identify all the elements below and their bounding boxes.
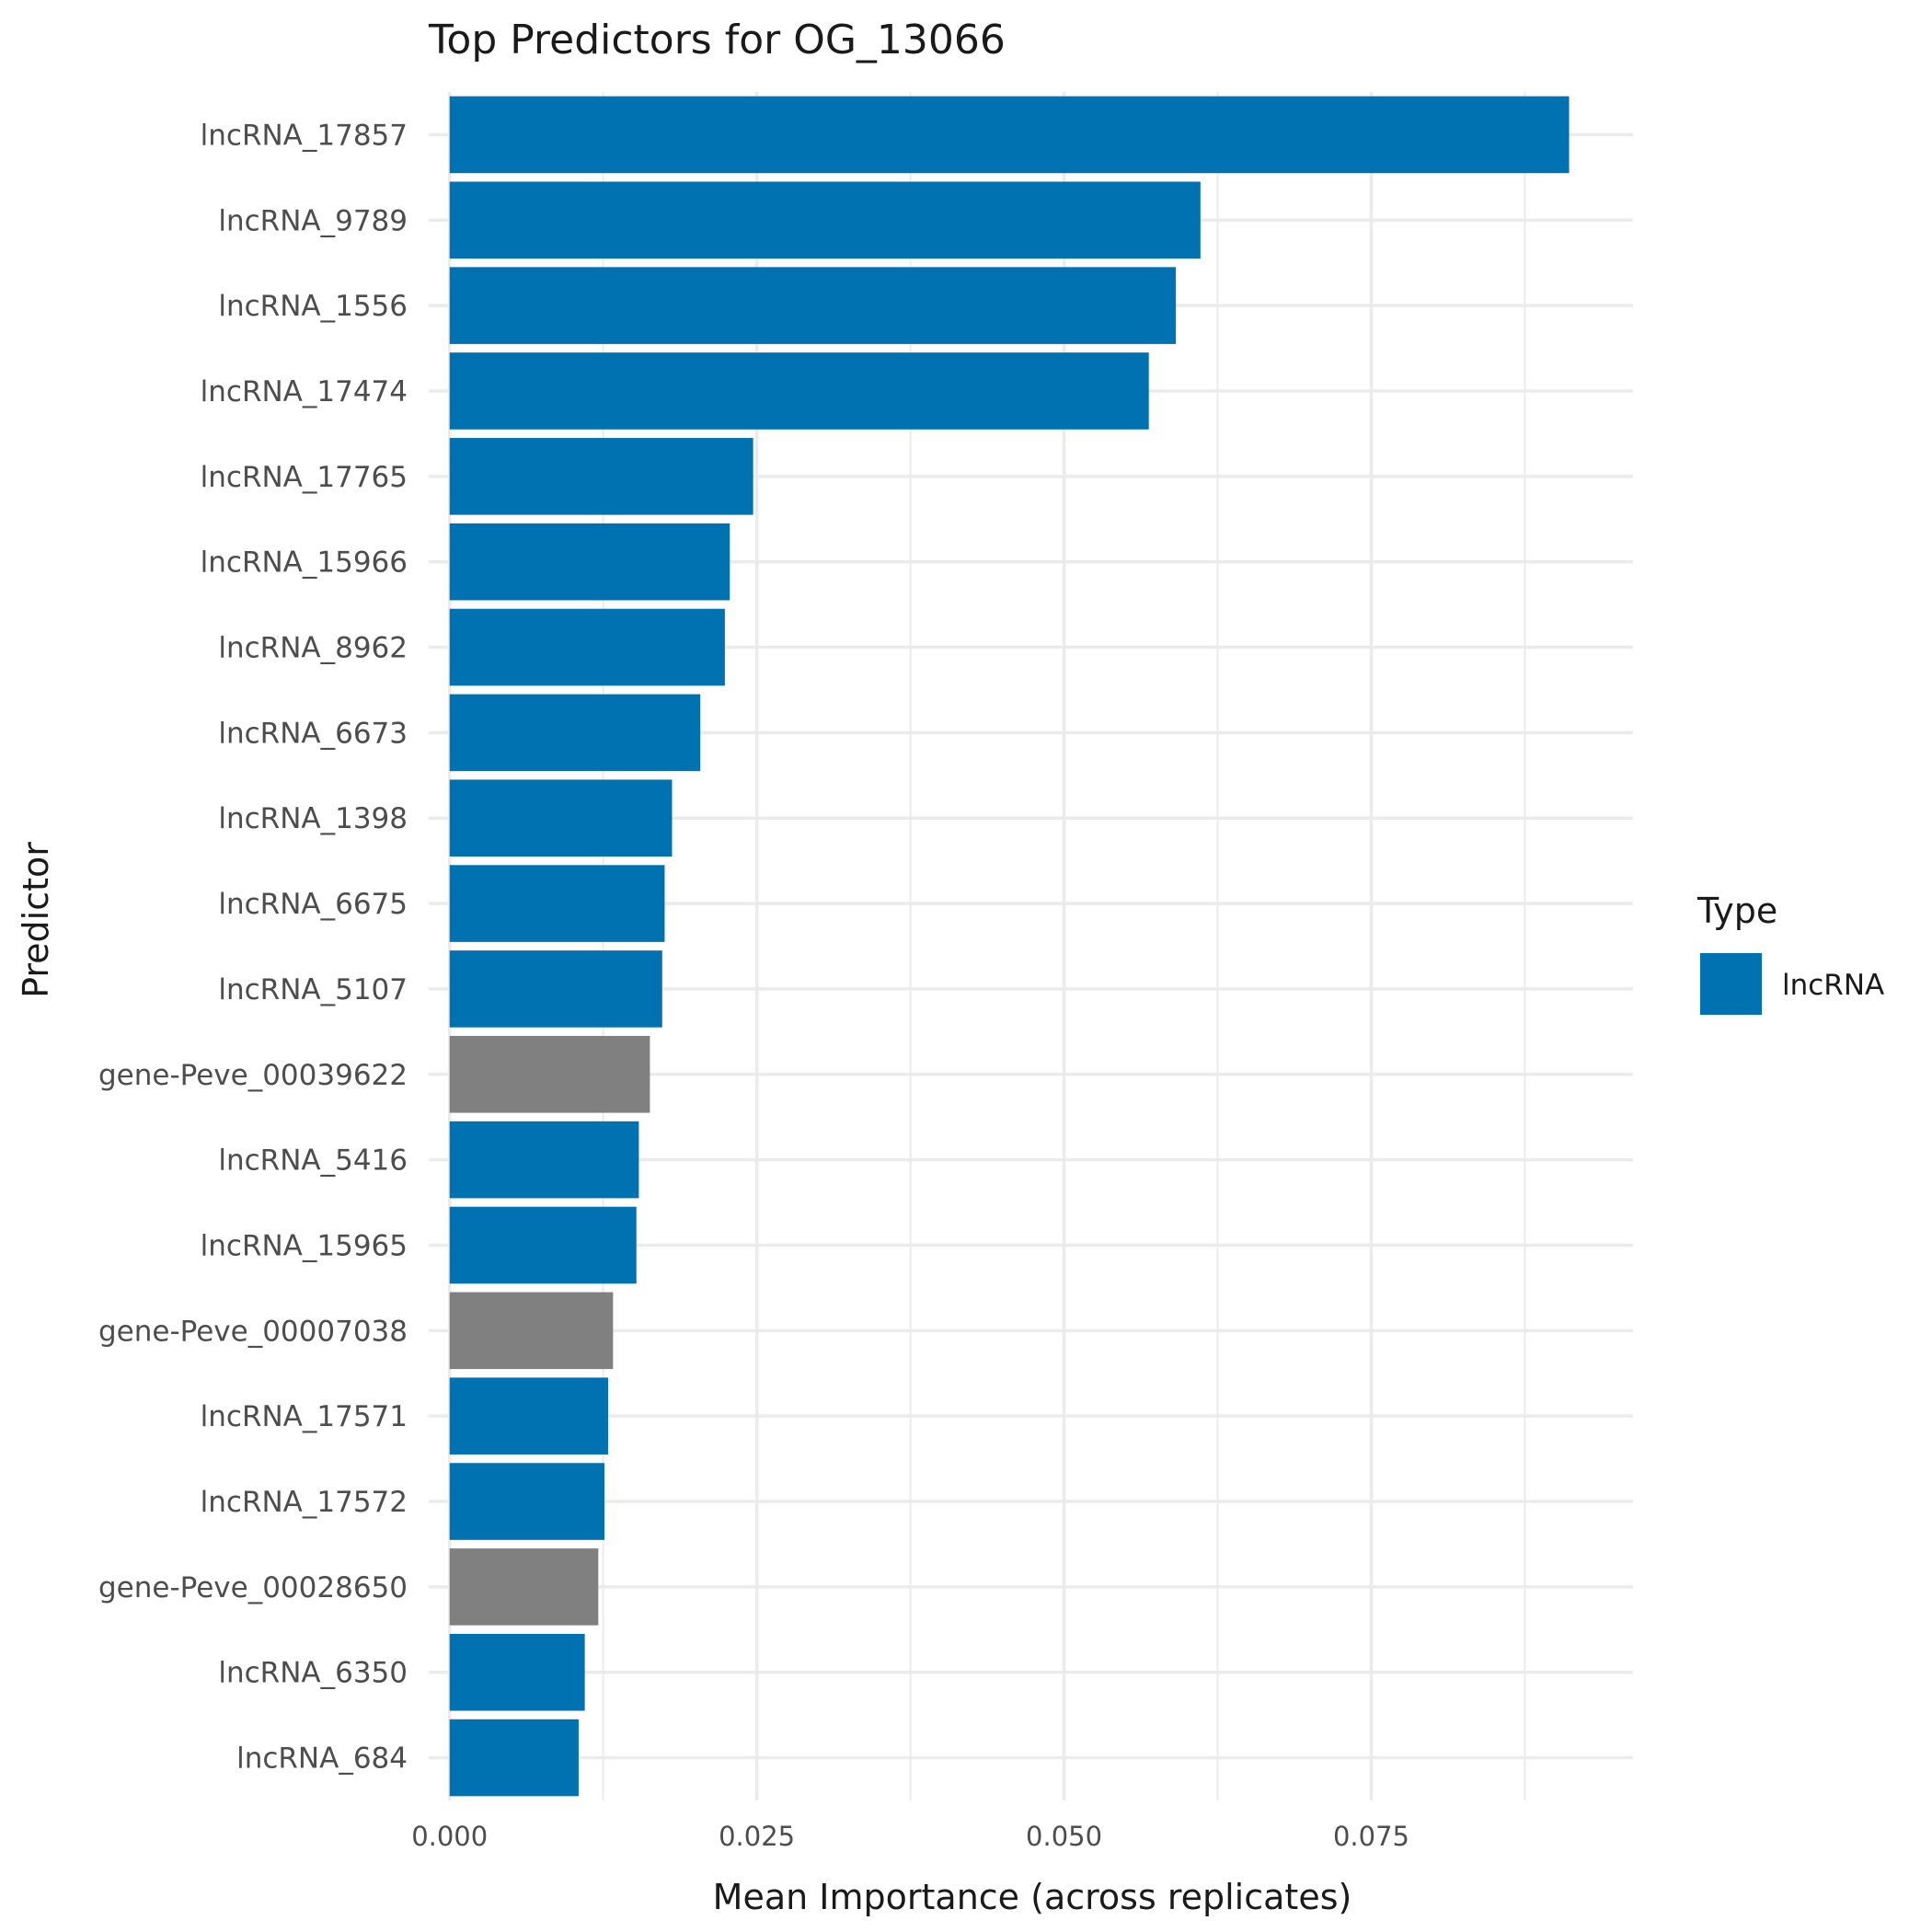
y-tick-label: lncRNA_5107 xyxy=(218,973,408,1006)
bar xyxy=(449,1548,599,1626)
y-tick-label: gene-Peve_00028650 xyxy=(98,1571,408,1604)
legend: Type lncRNA xyxy=(1696,891,1884,1015)
bar xyxy=(449,1121,639,1199)
bar xyxy=(449,1035,650,1113)
y-tick-label: lncRNA_17765 xyxy=(201,461,408,494)
y-tick-label: lncRNA_6675 xyxy=(218,888,408,921)
bar xyxy=(449,694,701,772)
bar xyxy=(449,352,1149,430)
bar xyxy=(449,523,730,601)
legend-label-lncrna: lncRNA xyxy=(1782,969,1884,1002)
chart-title: Top Predictors for OG_13066 xyxy=(428,17,1006,63)
bars xyxy=(449,96,1570,1797)
grid xyxy=(429,92,1633,1800)
x-tick-label: 0.075 xyxy=(1333,1821,1409,1852)
x-tick-label: 0.050 xyxy=(1026,1821,1102,1852)
y-tick-label: lncRNA_6673 xyxy=(218,717,408,750)
bar xyxy=(449,267,1177,344)
y-tick-label: lncRNA_684 xyxy=(236,1742,408,1776)
x-axis-title: Mean Importance (across replicates) xyxy=(713,1877,1352,1917)
bar xyxy=(449,438,753,515)
bar xyxy=(449,608,725,686)
bar xyxy=(449,1719,579,1797)
bar xyxy=(449,96,1570,174)
y-tick-label: lncRNA_8962 xyxy=(218,632,408,665)
y-tick-label: lncRNA_6350 xyxy=(218,1657,408,1690)
y-tick-label: lncRNA_1556 xyxy=(218,290,408,323)
y-tick-label: lncRNA_1398 xyxy=(218,802,408,835)
y-tick-label: gene-Peve_00039622 xyxy=(98,1059,408,1092)
bar xyxy=(449,1292,614,1370)
legend-title: Type xyxy=(1696,891,1777,931)
y-tick-label: lncRNA_9789 xyxy=(218,204,408,237)
y-tick-label: lncRNA_5416 xyxy=(218,1144,408,1178)
y-tick-label: gene-Peve_00007038 xyxy=(98,1315,408,1348)
y-tick-label: lncRNA_17571 xyxy=(201,1400,408,1433)
bar xyxy=(449,1463,605,1540)
bar xyxy=(449,181,1201,259)
bar xyxy=(449,779,673,857)
bar xyxy=(449,1633,585,1711)
y-tick-label: lncRNA_17474 xyxy=(201,375,408,408)
x-tick-label: 0.025 xyxy=(719,1821,795,1852)
y-tick-label: lncRNA_15965 xyxy=(201,1229,408,1262)
legend-swatch-lncrna xyxy=(1700,953,1762,1015)
x-tick-label: 0.000 xyxy=(411,1821,488,1852)
y-tick-label: lncRNA_17857 xyxy=(201,119,408,152)
bar xyxy=(449,865,665,942)
x-axis-ticks: 0.000 0.025 0.050 0.075 xyxy=(411,1821,1409,1852)
y-tick-label: lncRNA_15966 xyxy=(201,546,408,580)
y-axis-title: Predictor xyxy=(16,842,56,998)
bar xyxy=(449,950,662,1028)
bar xyxy=(449,1206,637,1284)
bar xyxy=(449,1377,609,1455)
y-axis-ticks: lncRNA_17857 lncRNA_9789 lncRNA_1556 lncRNA… xyxy=(98,119,408,1775)
y-tick-label: lncRNA_17572 xyxy=(201,1486,408,1519)
